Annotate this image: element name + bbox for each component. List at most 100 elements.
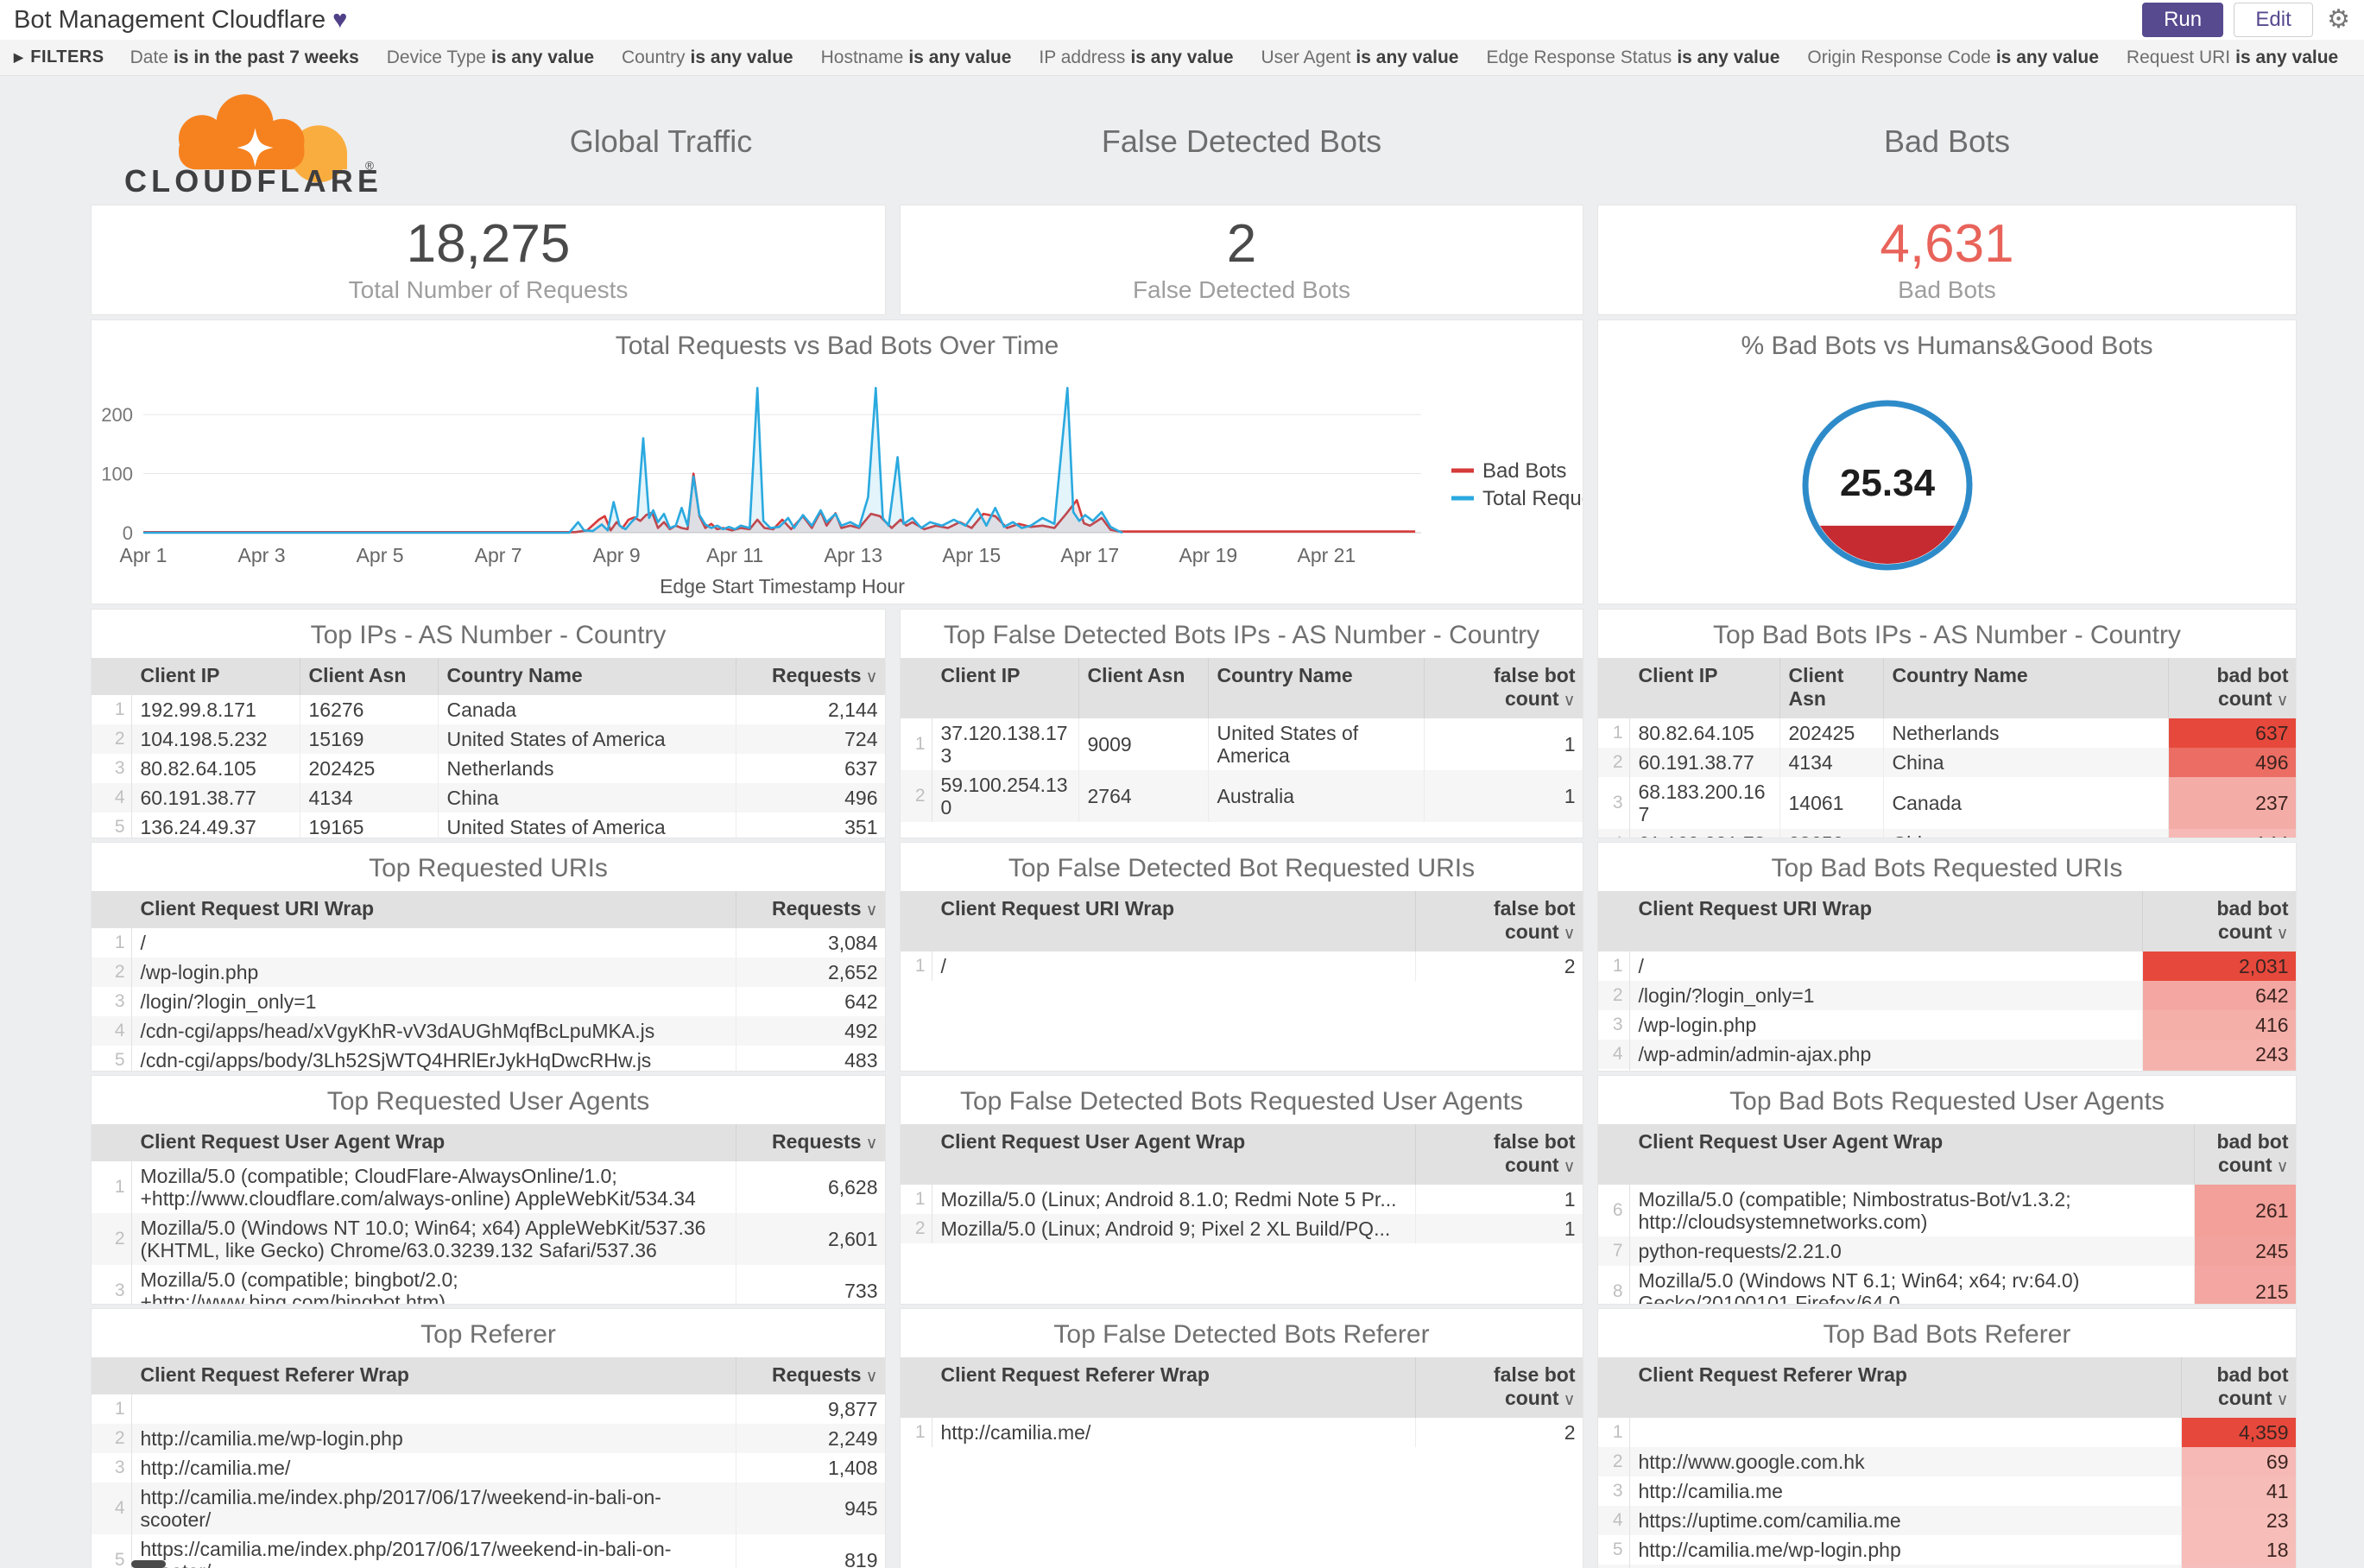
- row-number: 5: [92, 1046, 132, 1071]
- filter-date[interactable]: Date is in the past 7 weeks: [130, 47, 359, 67]
- filter-user-agent[interactable]: User Agent is any value: [1261, 47, 1459, 67]
- table-cell: 1: [1424, 718, 1583, 770]
- data-table: Client Request Referer Wrap bad bot count…: [1598, 1357, 2296, 1568]
- table-row: 3 http://camilia.me/1,408: [92, 1453, 885, 1483]
- table-cell: 61.160.221.73: [1629, 829, 1780, 838]
- chart-card-total-vs-bad-bots: Total Requests vs Bad Bots Over Time 0 10…: [91, 319, 1583, 604]
- sort-desc-icon: ∨: [1563, 1391, 1576, 1409]
- column-header: Client Request Referer Wrap: [932, 1357, 1416, 1418]
- column-header: Country Name: [438, 658, 736, 695]
- row-number: 3: [92, 987, 132, 1016]
- filter-edge-response-status[interactable]: Edge Response Status is any value: [1486, 47, 1780, 67]
- column-header[interactable]: false bot count ∨: [1415, 1124, 1583, 1185]
- card-top-false-detected-bots-ips: Top False Detected Bots IPs - AS Number …: [900, 609, 1583, 838]
- table-cell: 492: [736, 1016, 885, 1046]
- gear-icon[interactable]: ⚙: [2327, 5, 2350, 34]
- table-row: 1 Mozilla/5.0 (compatible; CloudFlare-Alw…: [92, 1161, 885, 1213]
- run-button[interactable]: Run: [2142, 3, 2224, 37]
- row-number: 1: [92, 1161, 132, 1213]
- table-row: 1/2: [901, 952, 1583, 981]
- table-row: 8 Mozilla/5.0 (Windows NT 6.1; Win64; x64…: [1598, 1266, 2296, 1304]
- row-number-header: [901, 658, 932, 718]
- table-cell: 59.100.254.130: [932, 770, 1079, 822]
- table-cell: 637: [2168, 718, 2296, 748]
- table-row: 1/3,084: [92, 928, 885, 958]
- data-table: Client Request Referer Wrap false bot cou…: [901, 1357, 1583, 1447]
- sort-desc-icon: ∨: [865, 901, 878, 920]
- table-row: 6 Mozilla/5.0 (compatible; Nimbostratus-B…: [1598, 1185, 2296, 1236]
- column-header[interactable]: false bot count ∨: [1424, 658, 1583, 718]
- table-cell: Mozilla/5.0 (Linux; Android 8.1.0; Redmi…: [932, 1185, 1416, 1214]
- gauge-chart: 25.34: [1802, 400, 1973, 571]
- row-number: 8: [1598, 1266, 1630, 1304]
- filter-device-type[interactable]: Device Type is any value: [386, 47, 595, 67]
- table-cell: Mozilla/5.0 (compatible; bingbot/2.0; +h…: [131, 1265, 736, 1304]
- table-cell: 60.191.38.77: [131, 783, 300, 812]
- column-header[interactable]: Requests ∨: [736, 891, 885, 928]
- table-cell: 243: [2142, 1040, 2296, 1069]
- table-title: Top Bad Bots Referer: [1823, 1320, 2071, 1349]
- column-header: Client Asn: [1779, 658, 1884, 718]
- sort-desc-icon: ∨: [2276, 925, 2289, 943]
- table-cell: 1: [1415, 1185, 1583, 1214]
- row-number-header: [1598, 658, 1630, 718]
- column-header[interactable]: bad bot count ∨: [2142, 891, 2296, 952]
- row-number: 4: [92, 1483, 132, 1534]
- table-row: 1 9,877: [92, 1394, 885, 1424]
- horizontal-scrollbar-thumb[interactable]: [131, 1560, 166, 1568]
- sort-desc-icon: ∨: [2276, 1391, 2289, 1409]
- row-number-header: [92, 1357, 132, 1394]
- row-number: 3: [1598, 777, 1630, 829]
- row-number: 3: [1598, 1476, 1630, 1506]
- column-header: Client Request URI Wrap: [1629, 891, 2143, 952]
- table-row: 5 https://camilia.me/index.php/2017/06/17…: [92, 1534, 885, 1568]
- card-top-false-detected-bot-requested-uris: Top False Detected Bot Requested URIs Cli…: [900, 842, 1583, 1072]
- column-header[interactable]: Requests ∨: [736, 1124, 885, 1161]
- table-cell: 637: [736, 754, 885, 783]
- filters-toggle[interactable]: ▶ FILTERS: [14, 47, 104, 66]
- data-table: Client Request User Agent Wrap Requests ∨ 1…: [92, 1124, 885, 1304]
- table-cell: 416: [2142, 1010, 2296, 1040]
- edit-button[interactable]: Edit: [2234, 3, 2314, 37]
- column-header[interactable]: Requests ∨: [736, 1357, 885, 1394]
- column-header[interactable]: Requests ∨: [736, 658, 885, 695]
- table-cell: 104.198.5.232: [131, 724, 300, 754]
- table-cell: Mozilla/5.0 (compatible; Nimbostratus-Bo…: [1629, 1185, 2195, 1236]
- row-number: 3: [92, 1265, 132, 1304]
- table-cell: 2,144: [736, 695, 885, 724]
- column-header[interactable]: bad bot count ∨: [2181, 1357, 2296, 1418]
- table-cell: /wp-admin/admin-ajax.php: [1629, 1040, 2143, 1069]
- row-number: 5: [92, 1534, 132, 1568]
- table-cell: 19165: [300, 812, 439, 838]
- column-header[interactable]: false bot count ∨: [1415, 1357, 1583, 1418]
- table-cell: http://camilia.me/index.php/2017/06/17/w…: [131, 1483, 736, 1534]
- top-bar: Bot Management Cloudflare ♥ Run Edit ⚙: [0, 0, 2364, 40]
- column-header[interactable]: false bot count ∨: [1415, 891, 1583, 952]
- column-header: Client Request User Agent Wrap: [932, 1124, 1416, 1185]
- filter-request-uri[interactable]: Request URI is any value: [2126, 47, 2339, 67]
- svg-text:Apr 19: Apr 19: [1179, 544, 1237, 566]
- filter-ip-address[interactable]: IP address is any value: [1039, 47, 1234, 67]
- row-number: 1: [901, 952, 932, 981]
- filter-hostname[interactable]: Hostname is any value: [820, 47, 1012, 67]
- section-title-global-traffic: Global Traffic: [569, 123, 753, 159]
- row-number: 3: [92, 1453, 132, 1483]
- table-cell: /cdn-cgi/apps/head/xVgyKhR-vV3dAUGhMqfBc…: [131, 1016, 736, 1046]
- sort-desc-icon: ∨: [865, 1368, 878, 1386]
- table-cell: 15169: [300, 724, 439, 754]
- table-row: 7 python-requests/2.21.0 245: [1598, 1236, 2296, 1266]
- card-top-bad-bots-requested-uris: Top Bad Bots Requested URIs Client Reques…: [1597, 842, 2297, 1072]
- svg-text:0: 0: [123, 522, 133, 544]
- table-row: 2 http://camilia.me/wp-login.php 2,249: [92, 1424, 885, 1453]
- table-title: Top Bad Bots IPs - AS Number - Country: [1713, 621, 2181, 649]
- filter-origin-response-code[interactable]: Origin Response Code is any value: [1807, 47, 2099, 67]
- column-header[interactable]: bad bot count ∨: [2168, 658, 2296, 718]
- table-row: 2 Mozilla/5.0 (Linux; Android 9; Pixel 2 …: [901, 1214, 1583, 1243]
- table-row: 1 Mozilla/5.0 (Linux; Android 8.1.0; Redm…: [901, 1185, 1583, 1214]
- table-title: Top False Detected Bots Requested User A…: [959, 1087, 1524, 1116]
- table-cell: 2,249: [736, 1424, 885, 1453]
- column-header[interactable]: bad bot count ∨: [2194, 1124, 2296, 1185]
- filter-country[interactable]: Country is any value: [622, 47, 793, 67]
- table-cell: 642: [2142, 981, 2296, 1010]
- svg-text:Apr 5: Apr 5: [357, 544, 404, 566]
